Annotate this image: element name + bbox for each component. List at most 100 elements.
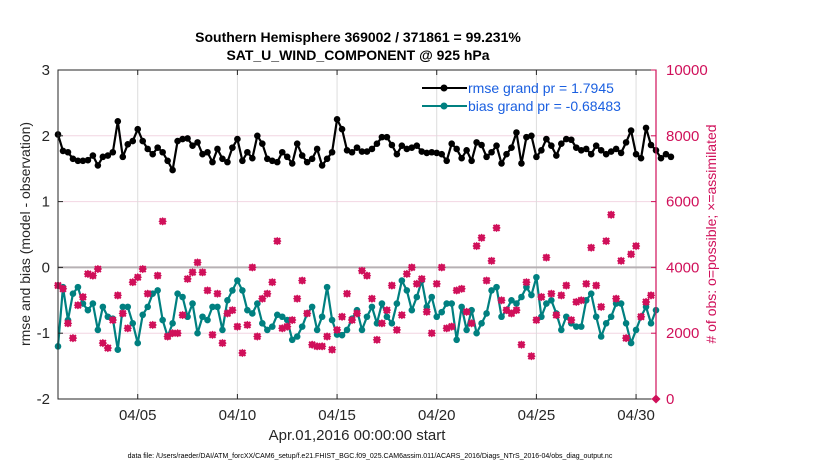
y-tick-label: -1 <box>37 325 50 342</box>
rmse-point <box>558 140 565 147</box>
obs-assimilated-cross <box>577 296 585 305</box>
bias-point <box>518 293 525 301</box>
obs-assimilated-cross <box>418 275 426 283</box>
obs-assimilated-cross <box>263 290 272 298</box>
rmse-point <box>383 133 391 141</box>
bias-point <box>602 320 610 327</box>
rmse-point <box>244 148 251 156</box>
rmse-point <box>378 133 386 141</box>
rmse-point <box>273 158 281 166</box>
bias-point <box>563 313 570 321</box>
bias-point <box>358 326 366 334</box>
bias-point <box>523 283 530 291</box>
rmse-point <box>348 148 356 156</box>
bias-point <box>582 297 590 304</box>
obs-assimilated-cross <box>408 263 416 272</box>
bias-point <box>134 339 142 347</box>
bias-point <box>433 313 441 321</box>
rmse-point <box>473 139 480 146</box>
bias-point <box>368 303 376 311</box>
bias-point <box>483 310 490 317</box>
obs-assimilated-cross <box>423 308 431 316</box>
rmse-point <box>119 153 127 161</box>
rmse-point <box>323 155 331 163</box>
rmse-point <box>587 150 595 158</box>
obs-assimilated-cross <box>557 291 566 300</box>
obs-assimilated-cross <box>383 306 391 314</box>
bias-point <box>244 306 251 314</box>
rmse-point <box>498 160 505 167</box>
rmse-point <box>632 150 640 158</box>
obs-assimilated-cross <box>542 253 551 262</box>
obs-assimilated-cross <box>283 322 291 331</box>
rmse-point <box>363 148 371 155</box>
rmse-point <box>164 157 171 165</box>
rmse-point <box>458 154 465 162</box>
rmse-point <box>79 157 87 165</box>
rmse-point <box>647 141 655 149</box>
x-tick-label: 04/20 <box>418 407 456 424</box>
obs-assimilated-cross <box>193 258 202 267</box>
rmse-point <box>448 140 455 147</box>
bias-point <box>219 326 226 334</box>
bias-point <box>229 287 236 294</box>
obs-assimilated-cross <box>642 298 650 306</box>
rmse-point <box>59 147 67 155</box>
bias-point <box>612 300 620 307</box>
obs-assimilated-cross <box>348 316 356 324</box>
rmse-point <box>74 157 82 165</box>
bias-point <box>373 320 381 327</box>
y-tick-label: 2 <box>42 128 50 145</box>
obs-assimilated-cross <box>532 316 541 324</box>
y-tick-label: 0 <box>42 259 50 276</box>
bias-point <box>298 323 306 330</box>
obs-assimilated-cross <box>64 319 72 328</box>
obs-assimilated-cross <box>587 243 595 252</box>
bias-point <box>632 326 640 334</box>
obs-assimilated-cross <box>393 326 401 334</box>
bias-point <box>84 306 92 314</box>
rmse-point <box>503 150 510 158</box>
grid-lines <box>58 70 656 399</box>
obs-assimilated-cross <box>323 332 331 341</box>
rmse-point <box>328 148 336 156</box>
rmse-point <box>567 136 575 144</box>
obs-assimilated-cross <box>248 263 257 272</box>
rmse-point <box>548 142 555 149</box>
rmse-point <box>478 141 485 149</box>
rmse-point <box>239 157 246 165</box>
obs-assimilated-cross <box>59 285 67 293</box>
bias-point <box>114 346 122 353</box>
rmse-point <box>159 148 166 156</box>
bias-point <box>343 326 351 334</box>
bias-point <box>174 290 181 298</box>
obs-assimilated-cross <box>208 331 217 339</box>
obs-assimilated-cross <box>183 275 192 283</box>
rmse-point <box>662 150 670 158</box>
rmse-point <box>468 157 475 165</box>
rmse-point <box>194 139 201 146</box>
bias-point <box>488 287 495 294</box>
bias-point <box>617 300 625 307</box>
rmse-point <box>154 144 161 151</box>
rmse-point <box>538 146 545 154</box>
obs-assimilated-cross <box>353 309 361 318</box>
rmse-point <box>209 158 216 166</box>
obs-assimilated-cross <box>622 334 630 342</box>
obs-assimilated-cross <box>238 349 247 357</box>
bias-point <box>328 316 336 324</box>
rmse-point <box>433 149 441 157</box>
rmse-point <box>99 153 107 161</box>
rmse-point <box>518 160 525 167</box>
obs-assimilated-cross <box>89 271 97 280</box>
rmse-point <box>333 116 341 123</box>
bias-point <box>572 323 580 330</box>
obs-assimilated-cross <box>223 309 232 318</box>
obs-assimilated-cross <box>303 309 311 318</box>
obs-assimilated-cross <box>632 242 640 250</box>
rmse-point <box>423 149 431 157</box>
rmse-point <box>109 148 117 156</box>
bias-point <box>443 300 451 307</box>
bias-point <box>308 303 316 311</box>
series-bias <box>54 273 660 353</box>
